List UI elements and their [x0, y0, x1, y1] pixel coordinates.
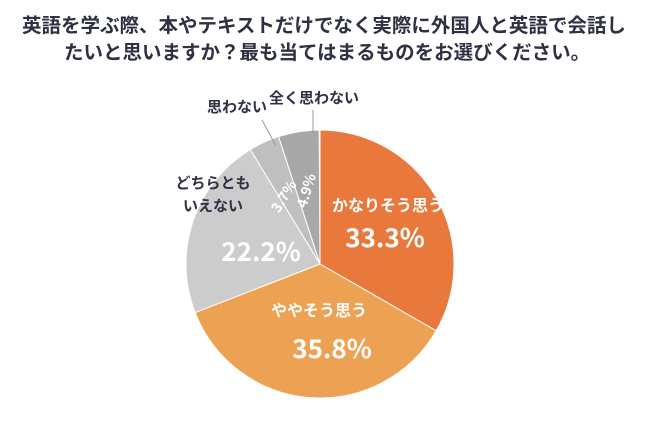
svg-text:全く思わない: 全く思わない [269, 87, 359, 108]
svg-text:かなりそう思う: かなりそう思う [332, 192, 444, 216]
svg-text:33.3%: 33.3% [345, 218, 425, 255]
svg-text:22.2%: 22.2% [221, 232, 301, 269]
svg-text:35.8%: 35.8% [292, 329, 372, 366]
svg-text:どちらとも: どちらとも [175, 172, 250, 193]
svg-text:いえない: いえない [183, 195, 243, 216]
svg-text:思わない: 思わない [207, 96, 267, 117]
svg-text:ややそう思う: ややそう思う [271, 297, 367, 321]
